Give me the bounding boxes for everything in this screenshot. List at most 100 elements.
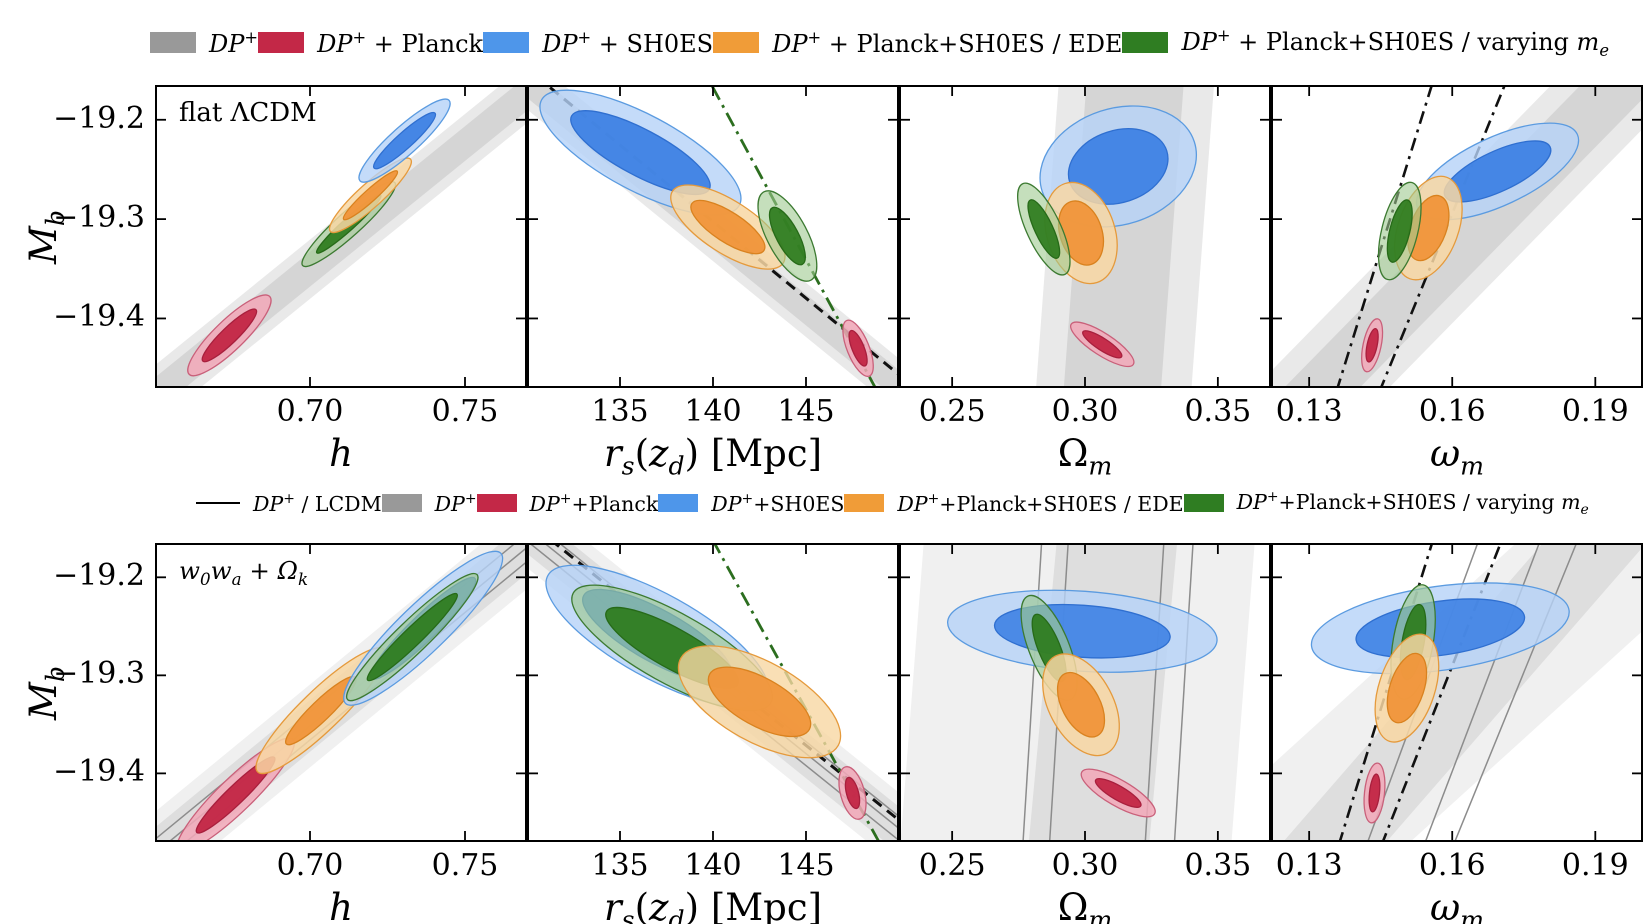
y-tick-label: −19.4 [53, 754, 145, 790]
legend-item-dp-plus-lcdm: DP+ / LCDM [196, 491, 382, 516]
legend-label: DP++Planck+SH0ES / EDE [897, 491, 1184, 516]
contour-green-inner [1027, 199, 1061, 259]
panel-w0wa-omegak-h [155, 543, 527, 842]
panel-border [1271, 543, 1643, 842]
legend-item-dp-plus-planck-sh0es-varying-me: DP++Planck+SH0ES / varying me [1183, 489, 1589, 518]
axis-ticks [901, 545, 1269, 840]
x-tick-label: 135 [591, 394, 649, 429]
x-tick-label: 0.75 [431, 394, 499, 429]
contour-orange-inner [690, 199, 766, 255]
x-tick-label: 0.16 [1418, 848, 1486, 883]
contour-orange-inner [342, 170, 399, 221]
contour-red-inner [201, 308, 258, 363]
x-tick-label: 0.19 [1561, 394, 1629, 429]
panel-border [155, 85, 527, 388]
x-tick-label: 0.70 [276, 848, 344, 883]
reference-line [1022, 545, 1043, 840]
model-label-w0wa-omegak: w0wa + Ωk [179, 556, 309, 589]
y-tick-label: −19.4 [53, 299, 145, 335]
y-tick-label: −19.2 [53, 558, 145, 594]
contour-orange-inner [1386, 652, 1428, 724]
y-tick-label: −19.3 [53, 200, 145, 236]
x-tick-label: 0.30 [1051, 394, 1119, 429]
x-tick-label: 0.35 [1184, 848, 1252, 883]
color-swatch-icon [476, 494, 517, 513]
color-swatch-icon [258, 32, 305, 54]
legend-label: DP++SH0ES [711, 491, 845, 516]
legend-bottom: DP+ / LCDM DP+ DP++Planck DP++SH0ES DP++Plan… [196, 489, 1589, 518]
x-tick-label: 145 [777, 394, 835, 429]
axis-ticks [529, 87, 897, 386]
axis-ticks [1273, 87, 1641, 386]
axis-ticks [157, 545, 525, 840]
legend-item-dp-plus-sh0es: DP++SH0ES [658, 491, 844, 516]
model-label-flat-lcdm: flat ΛCDM [179, 98, 317, 128]
x-tick-label: 0.70 [276, 394, 344, 429]
legend-item-dp-plus-sh0es: DP+ + SH0ES [483, 28, 713, 58]
x-axis-label-h: h [329, 432, 353, 475]
reference-line [1336, 87, 1433, 386]
panel-border [527, 85, 899, 388]
x-axis-label-rs: rs(zd) [Mpc] [603, 886, 823, 924]
contour-red-inner [1368, 773, 1381, 813]
legend-item-dp-plus: DP+ [150, 28, 258, 58]
contour-red-inner [1365, 327, 1379, 363]
x-tick-label: 140 [684, 394, 742, 429]
x-axis-label-h: h [329, 886, 353, 924]
contour-green-inner [768, 206, 806, 266]
legend-label: DP+ [434, 491, 477, 516]
legend-label: DP+ + Planck+SH0ES / EDE [772, 27, 1123, 58]
color-swatch-icon [150, 32, 196, 54]
axis-ticks [1273, 545, 1641, 840]
legend-label: DP+ / LCDM [253, 491, 382, 516]
panel-flat-lcdm-rs [527, 85, 899, 388]
contour-green-inner [366, 592, 458, 682]
x-axis-label-omega-m: Ωm [1057, 886, 1113, 924]
y-tick-label: −19.3 [53, 656, 145, 692]
color-swatch-icon [483, 32, 530, 54]
x-tick-label: 0.30 [1051, 848, 1119, 883]
x-tick-label: 0.25 [918, 848, 986, 883]
contour-orange-inner [707, 666, 812, 738]
legend-label: DP+ [209, 27, 259, 58]
legend-label: DP+ + Planck+SH0ES / varying me [1181, 26, 1609, 60]
x-axis-label-rs: rs(zd) [Mpc] [603, 432, 823, 481]
panel-flat-lcdm-omega-b [1271, 85, 1643, 388]
color-swatch-icon [1122, 32, 1169, 54]
reference-line [1454, 545, 1577, 840]
legend-item-dp-plus-planck-sh0es-varying-me: DP+ + Planck+SH0ES / varying me [1122, 26, 1609, 60]
contour-red-inner [1094, 777, 1142, 808]
legend-item-dp-plus-planck-sh0es-ede: DP+ + Planck+SH0ES / EDE [713, 28, 1122, 58]
x-tick-label: 0.16 [1418, 394, 1486, 429]
confidence-band [1284, 545, 1641, 840]
x-axis-label-omega-b: ωm [1429, 432, 1485, 481]
confidence-band [1285, 87, 1641, 386]
panel-border [899, 543, 1271, 842]
axis-ticks [529, 545, 897, 840]
panel-border [155, 543, 527, 842]
axis-ticks [157, 87, 525, 386]
x-axis-label-omega-m: Ωm [1057, 432, 1113, 481]
x-tick-label: 0.75 [431, 848, 499, 883]
contour-orange-inner [1056, 671, 1106, 738]
x-tick-label: 140 [684, 848, 742, 883]
reference-line [1425, 545, 1540, 840]
legend-item-dp-plus: DP+ [381, 491, 477, 516]
x-axis-label-omega-b: ωm [1429, 886, 1485, 924]
y-tick-label: −19.2 [53, 100, 145, 136]
color-swatch-icon [844, 494, 885, 513]
axis-ticks [901, 87, 1269, 386]
panel-w0wa-omegak-omega-b [1271, 543, 1643, 842]
x-tick-label: 145 [777, 848, 835, 883]
legend-label: DP+ + SH0ES [542, 27, 714, 58]
panel-border [527, 543, 899, 842]
color-swatch-icon [658, 494, 699, 513]
x-tick-label: 0.19 [1561, 848, 1629, 883]
reference-line [1382, 545, 1502, 840]
panel-border [899, 85, 1271, 388]
contour-green-inner [1386, 199, 1413, 263]
contour-blue-inner [372, 111, 437, 170]
legend-label: DP+ + Planck [317, 27, 484, 58]
panel-w0wa-omegak-rs [527, 543, 899, 842]
contour-red-inner [844, 776, 861, 810]
